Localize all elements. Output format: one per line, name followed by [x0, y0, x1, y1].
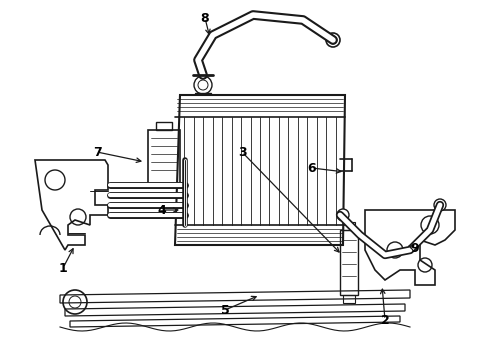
Text: 7: 7	[93, 145, 101, 158]
Bar	[156, 122, 172, 130]
Circle shape	[434, 199, 446, 211]
Bar	[343, 295, 355, 303]
Circle shape	[326, 33, 340, 47]
Circle shape	[337, 209, 349, 221]
Bar	[148, 130, 180, 185]
Text: 9: 9	[411, 242, 419, 255]
Text: 5: 5	[220, 303, 229, 316]
Text: 8: 8	[201, 12, 209, 24]
Text: 3: 3	[238, 145, 246, 158]
Bar	[343, 222, 355, 230]
Bar	[340, 230, 358, 295]
Text: 6: 6	[308, 162, 317, 175]
Text: 2: 2	[381, 314, 390, 327]
Circle shape	[329, 36, 337, 44]
Text: 4: 4	[158, 203, 167, 216]
Text: 1: 1	[59, 261, 68, 274]
